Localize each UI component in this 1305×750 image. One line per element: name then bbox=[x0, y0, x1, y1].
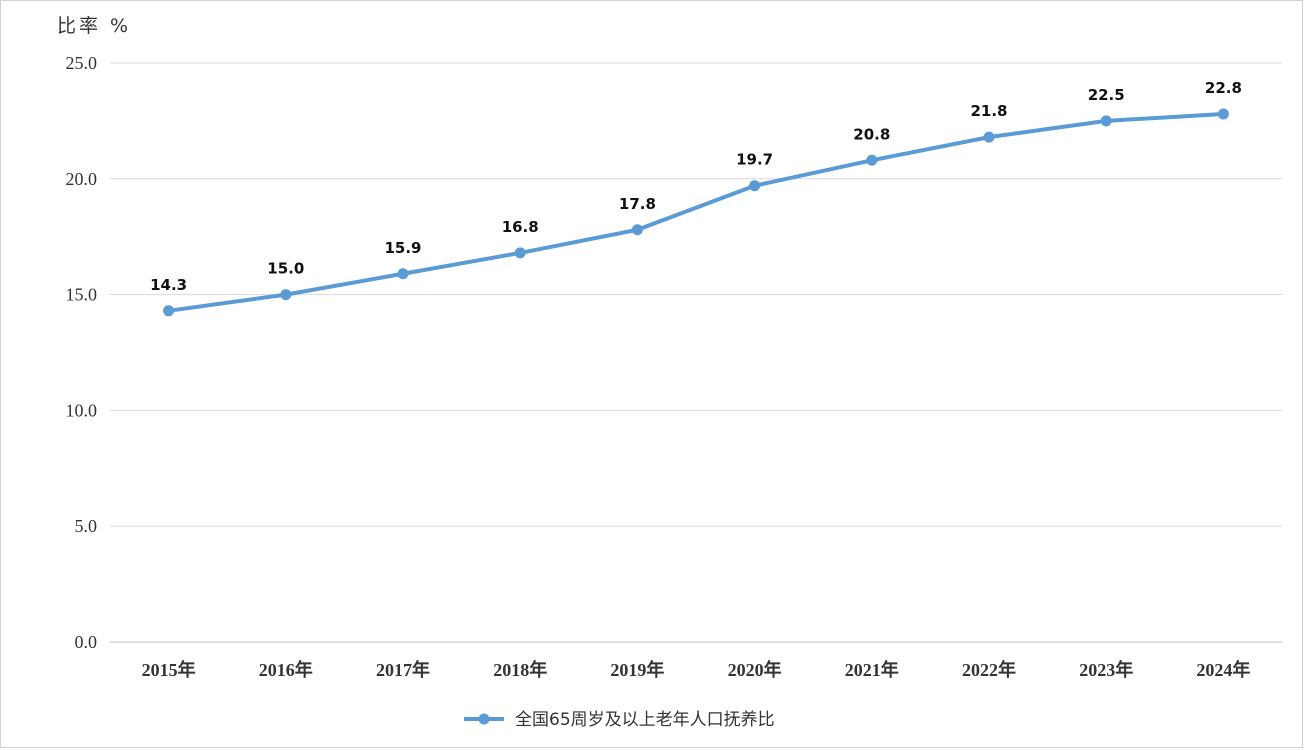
y-tick-label: 15.0 bbox=[66, 285, 98, 305]
data-label: 22.5 bbox=[1088, 86, 1125, 104]
y-axis-ticks: 0.0 5.0 10.0 15.0 20.0 25.0 bbox=[66, 53, 98, 652]
data-point bbox=[514, 247, 526, 259]
x-tick-label: 2018年 bbox=[493, 659, 547, 680]
legend: 全国65周岁及以上老年人口抚养比 bbox=[464, 710, 775, 730]
data-label: 15.9 bbox=[384, 239, 421, 257]
y-axis-unit-label: 比率 % bbox=[57, 15, 131, 37]
data-label: 22.8 bbox=[1205, 79, 1242, 97]
data-point bbox=[631, 224, 643, 236]
series-line bbox=[166, 111, 1226, 313]
data-label: 14.3 bbox=[150, 276, 187, 294]
series-layer bbox=[163, 108, 1229, 317]
data-label: 16.8 bbox=[502, 218, 539, 236]
x-tick-label: 2015年 bbox=[142, 659, 196, 680]
data-label: 15.0 bbox=[267, 260, 304, 278]
x-tick-label: 2021年 bbox=[845, 659, 899, 680]
x-tick-label: 2019年 bbox=[610, 659, 664, 680]
data-point bbox=[280, 289, 292, 301]
x-tick-label: 2023年 bbox=[1079, 659, 1133, 680]
legend-marker bbox=[478, 713, 490, 725]
y-tick-label: 5.0 bbox=[75, 516, 98, 536]
data-label: 21.8 bbox=[970, 102, 1007, 120]
data-point bbox=[163, 305, 175, 317]
x-axis-ticks: 2015年 2016年 2017年 2018年 2019年 2020年 2021年 2022年… bbox=[142, 659, 1251, 680]
data-point bbox=[1100, 115, 1112, 127]
x-tick-label: 2017年 bbox=[376, 659, 430, 680]
data-point bbox=[866, 154, 878, 166]
data-point bbox=[983, 131, 995, 143]
data-point bbox=[749, 180, 761, 192]
data-label: 17.8 bbox=[619, 195, 656, 213]
x-tick-label: 2016年 bbox=[259, 659, 313, 680]
data-labels: 14.3 15.0 15.9 16.8 17.8 19.7 20.8 21.8 22.5 22.8 bbox=[150, 79, 1242, 294]
data-point bbox=[397, 268, 409, 280]
data-label: 19.7 bbox=[736, 151, 773, 169]
y-tick-label: 10.0 bbox=[66, 400, 98, 420]
y-tick-label: 25.0 bbox=[66, 53, 98, 73]
data-label: 20.8 bbox=[853, 125, 890, 143]
data-point bbox=[1217, 108, 1229, 120]
x-tick-label: 2024年 bbox=[1196, 659, 1250, 680]
gridlines bbox=[110, 62, 1282, 643]
legend-series-name: 全国65周岁及以上老年人口抚养比 bbox=[515, 710, 775, 730]
x-tick-label: 2022年 bbox=[962, 659, 1016, 680]
y-tick-label: 20.0 bbox=[66, 169, 98, 189]
x-tick-label: 2020年 bbox=[728, 659, 782, 680]
y-tick-label: 0.0 bbox=[75, 632, 98, 652]
